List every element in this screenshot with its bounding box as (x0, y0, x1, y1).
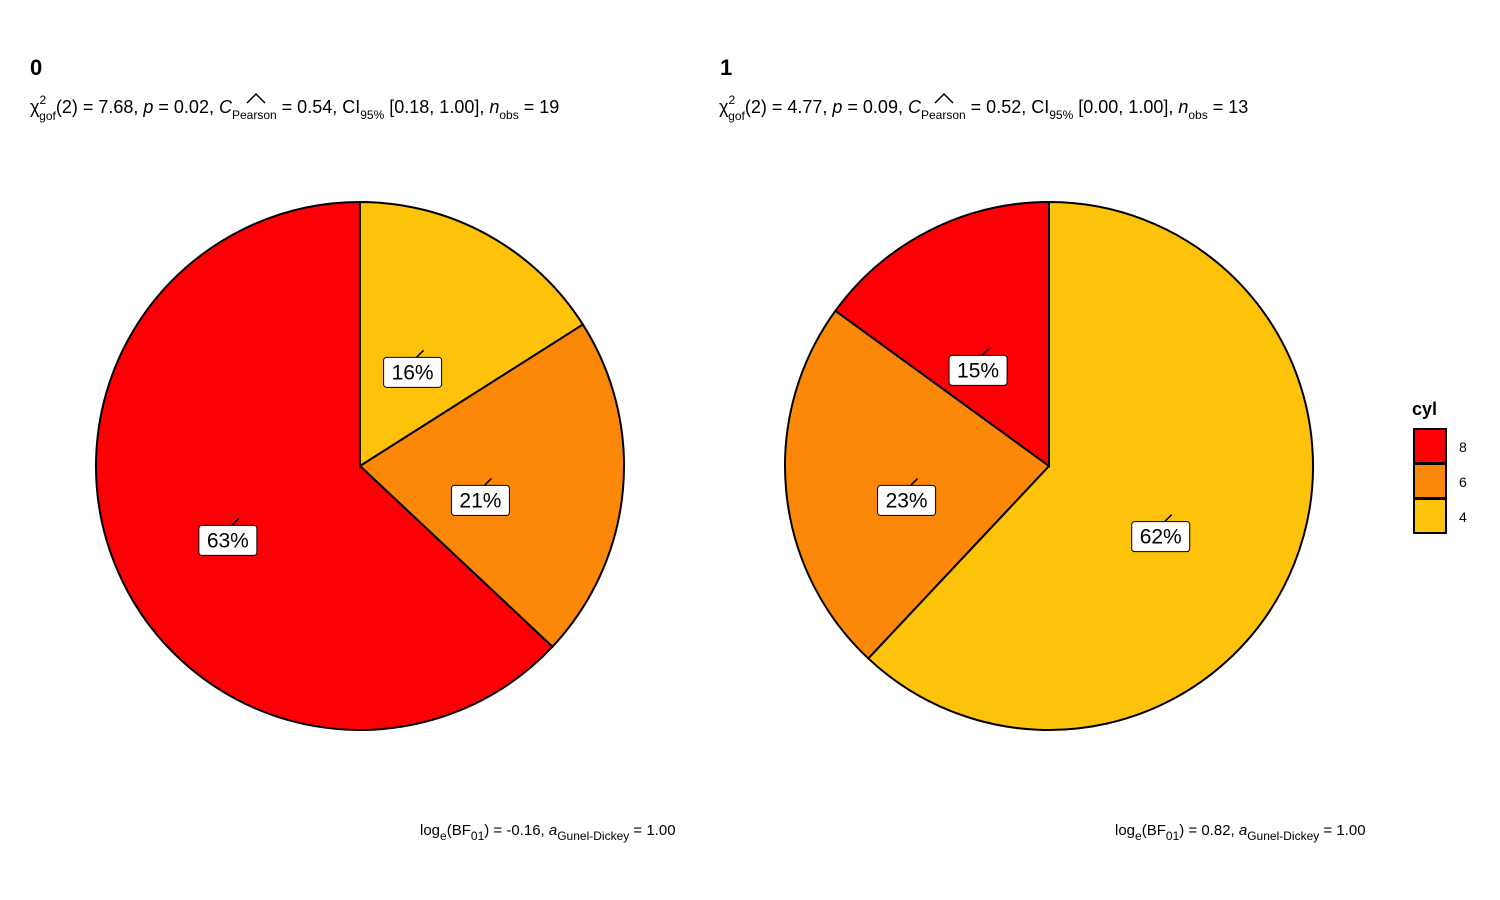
legend-swatch-6 (1413, 463, 1447, 499)
pie-slice-8 (834, 200, 1050, 468)
pie-slice-4 (359, 200, 585, 468)
a-value: = 1.00 (629, 822, 675, 839)
chi-subscript: gof (728, 109, 745, 123)
a-symbol: a (549, 822, 557, 839)
slice-label-box (450, 484, 510, 516)
bf-value: = 0.82, (1184, 822, 1239, 839)
slice-label-box (383, 356, 443, 388)
chi-value: (2) = 7.68, (56, 97, 144, 117)
panel-1-c-hat (934, 92, 954, 104)
legend-label-8: 8 (1459, 439, 1467, 455)
pie-slice-6 (784, 309, 1051, 660)
c-subscript: Pearson (232, 108, 277, 122)
slice-label-box (1131, 521, 1191, 553)
pie-panel-0: 16% 21% 63% (95, 200, 625, 731)
log-symbol: log (420, 822, 440, 839)
panel-0-c-hat (246, 92, 266, 104)
bf-open: (BF (447, 822, 471, 839)
n-value: = 13 (1208, 97, 1249, 117)
c-value: = 0.54, (277, 97, 343, 117)
panel-0-caption: loge(BF01) = -0.16, aGunel-Dickey = 1.00 (420, 822, 676, 843)
chi-value: (2) = 4.77, (745, 97, 833, 117)
legend-label-4: 4 (1459, 509, 1467, 525)
pie-panel-1: 62% 23% 15% (784, 200, 1314, 731)
slice-label-6: 23% (886, 489, 928, 512)
ci-subscript: 95% (360, 108, 384, 122)
a-subscript: Gunel-Dickey (557, 829, 629, 843)
slice-label-6: 21% (459, 489, 501, 512)
bf-subscript: 01 (1166, 829, 1180, 843)
legend-swatch-8 (1413, 428, 1447, 464)
panel-1-title: 1 (720, 55, 732, 80)
legend-items: 8 6 4 (1413, 428, 1467, 534)
ci-value: [0.00, 1.00], (1073, 97, 1178, 117)
pie-slice-8 (95, 200, 554, 731)
log-subscript: e (440, 829, 447, 843)
n-value: = 19 (519, 97, 560, 117)
pie-slice-4 (866, 200, 1314, 731)
n-symbol: n (489, 97, 499, 117)
slice-label-4: 16% (392, 361, 434, 384)
legend-title: cyl (1412, 399, 1437, 419)
bf-subscript: 01 (471, 829, 485, 843)
chi-superscript: 2 (39, 93, 46, 107)
panel-1-subtitle: χ2 gof(2) = 4.77, p = 0.09, CPearson = 0.… (719, 93, 1248, 123)
bf-open: (BF (1142, 822, 1166, 839)
n-subscript: obs (499, 108, 518, 122)
slice-label-box (948, 354, 1008, 386)
n-symbol: n (1178, 97, 1188, 117)
slice-label-4: 62% (1140, 526, 1182, 549)
bf-value: = -0.16, (489, 822, 549, 839)
chi-symbol: χ (719, 97, 729, 117)
p-value: = 0.09, (842, 97, 908, 117)
p-value: = 0.02, (153, 97, 219, 117)
c-subscript: Pearson (921, 108, 966, 122)
c-symbol: C (908, 97, 922, 117)
slice-label-box (198, 524, 258, 556)
slice-label-8: 15% (957, 359, 999, 382)
n-subscript: obs (1188, 108, 1207, 122)
chi-subscript: gof (39, 109, 56, 123)
chi-superscript: 2 (728, 93, 735, 107)
c-value: = 0.52, (966, 97, 1032, 117)
ci-symbol: CI (1031, 97, 1049, 117)
log-subscript: e (1135, 829, 1142, 843)
panel-1-caption: loge(BF01) = 0.82, aGunel-Dickey = 1.00 (1115, 822, 1366, 843)
ci-subscript: 95% (1049, 108, 1073, 122)
legend: cyl 8 6 4 (1412, 399, 1467, 534)
log-symbol: log (1115, 822, 1135, 839)
a-subscript: Gunel-Dickey (1247, 829, 1319, 843)
ci-symbol: CI (342, 97, 360, 117)
c-symbol: C (219, 97, 233, 117)
bf-close: ) (484, 822, 489, 839)
bf-close: ) (1179, 822, 1184, 839)
legend-swatch-4 (1413, 498, 1447, 534)
panel-0-subtitle: χ2 gof(2) = 7.68, p = 0.02, CPearson = 0.… (30, 93, 559, 123)
a-value: = 1.00 (1319, 822, 1365, 839)
chi-symbol: χ (30, 97, 40, 117)
slice-label-box (877, 484, 937, 516)
ci-value: [0.18, 1.00], (384, 97, 489, 117)
slice-label-8: 63% (207, 529, 249, 552)
legend-label-6: 6 (1459, 474, 1467, 490)
p-symbol: p (831, 97, 842, 117)
a-symbol: a (1239, 822, 1247, 839)
p-symbol: p (142, 97, 153, 117)
panel-0-title: 0 (30, 55, 42, 80)
